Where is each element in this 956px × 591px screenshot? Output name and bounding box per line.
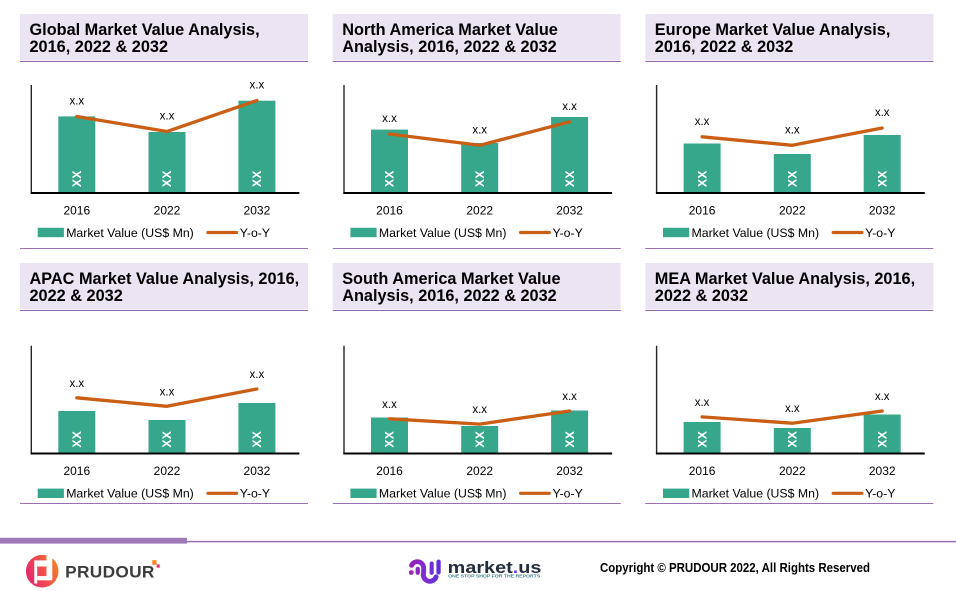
svg-text:x.x: x.x — [472, 404, 487, 416]
svg-text:2016: 2016 — [63, 204, 90, 218]
svg-text:2032: 2032 — [244, 204, 271, 218]
svg-text:2016: 2016 — [376, 204, 403, 218]
svg-text:XX: XX — [563, 170, 577, 187]
svg-text:PRUDOUR: PRUDOUR — [65, 562, 155, 581]
svg-text:x.x: x.x — [250, 80, 265, 92]
svg-text:2016, 2022 & 2032: 2016, 2022 & 2032 — [30, 38, 169, 56]
svg-text:XX: XX — [875, 430, 889, 447]
svg-text:2032: 2032 — [556, 204, 583, 218]
svg-text:XX: XX — [695, 430, 709, 447]
svg-text:Global Market Value Analysis,: Global Market Value Analysis, — [30, 21, 260, 39]
svg-text:Y-o-Y: Y-o-Y — [240, 487, 270, 501]
svg-text:2022: 2022 — [779, 464, 806, 478]
svg-text:2022 & 2032: 2022 & 2032 — [655, 287, 748, 305]
svg-text:2032: 2032 — [556, 464, 583, 478]
svg-text:South America Market Value: South America Market Value — [342, 270, 560, 288]
svg-text:XX: XX — [160, 430, 174, 447]
svg-text:2022: 2022 — [466, 204, 493, 218]
svg-text:x.x: x.x — [160, 111, 175, 123]
svg-text:XX: XX — [786, 430, 800, 447]
svg-text:x.x: x.x — [785, 403, 800, 415]
svg-text:MEA Market Value Analysis, 201: MEA Market Value Analysis, 2016, — [655, 270, 915, 288]
svg-text:2016: 2016 — [689, 464, 716, 478]
svg-text:2032: 2032 — [869, 204, 896, 218]
svg-text:x.x: x.x — [562, 101, 577, 113]
svg-text:2032: 2032 — [244, 464, 271, 478]
svg-text:North America Market Value: North America Market Value — [342, 21, 558, 39]
svg-text:Market Value (US$ Mn): Market Value (US$ Mn) — [692, 487, 820, 501]
svg-text:2022: 2022 — [154, 464, 181, 478]
svg-text:Europe Market Value Analysis,: Europe Market Value Analysis, — [655, 21, 891, 39]
svg-text:Y-o-Y: Y-o-Y — [553, 487, 583, 501]
svg-text:APAC Market Value Analysis, 20: APAC Market Value Analysis, 2016, — [30, 270, 300, 288]
svg-text:x.x: x.x — [472, 124, 487, 136]
svg-text:XX: XX — [160, 170, 174, 187]
svg-text:Market Value (US$ Mn): Market Value (US$ Mn) — [379, 226, 507, 240]
svg-text:x.x: x.x — [562, 391, 577, 403]
svg-text:2032: 2032 — [869, 464, 896, 478]
svg-text:x.x: x.x — [875, 391, 890, 403]
svg-text:XX: XX — [473, 170, 487, 187]
svg-text:XX: XX — [383, 170, 397, 187]
svg-text:Y-o-Y: Y-o-Y — [240, 226, 270, 240]
svg-text:2016: 2016 — [63, 464, 90, 478]
svg-text:x.x: x.x — [875, 107, 890, 119]
svg-text:2022: 2022 — [779, 204, 806, 218]
svg-text:Market Value (US$ Mn): Market Value (US$ Mn) — [66, 487, 194, 501]
svg-text:XX: XX — [563, 430, 577, 447]
svg-text:Analysis, 2016, 2022 & 2032: Analysis, 2016, 2022 & 2032 — [342, 38, 557, 56]
svg-text:2022: 2022 — [154, 204, 181, 218]
svg-text:x.x: x.x — [160, 386, 175, 398]
svg-text:x.x: x.x — [785, 124, 800, 136]
svg-text:Y-o-Y: Y-o-Y — [865, 226, 895, 240]
svg-text:x.x: x.x — [695, 116, 710, 128]
svg-text:Market Value (US$ Mn): Market Value (US$ Mn) — [692, 226, 820, 240]
svg-text:XX: XX — [875, 170, 889, 187]
svg-text:Analysis, 2016, 2022 & 2032: Analysis, 2016, 2022 & 2032 — [342, 287, 557, 305]
svg-text:Y-o-Y: Y-o-Y — [865, 487, 895, 501]
svg-text:Market Value (US$ Mn): Market Value (US$ Mn) — [379, 487, 507, 501]
svg-text:2016: 2016 — [689, 204, 716, 218]
svg-text:market.us: market .us — [448, 558, 542, 577]
svg-text:x.x: x.x — [69, 96, 84, 108]
svg-text:ONE STOP SHOP FOR THE REPORTS: ONE STOP SHOP FOR THE REPORTS — [448, 574, 540, 579]
svg-text:Copyright © PRUDOUR 2022, All: Copyright © PRUDOUR 2022, All Rights Res… — [600, 560, 870, 575]
svg-text:XX: XX — [473, 430, 487, 447]
svg-text:Y-o-Y: Y-o-Y — [553, 226, 583, 240]
svg-text:x.x: x.x — [69, 378, 84, 390]
svg-text:x.x: x.x — [250, 369, 265, 381]
svg-text:Market Value (US$ Mn): Market Value (US$ Mn) — [66, 226, 194, 240]
svg-text:XX: XX — [250, 170, 264, 187]
svg-text:2016, 2022 & 2032: 2016, 2022 & 2032 — [655, 38, 794, 56]
svg-text:XX: XX — [383, 430, 397, 447]
svg-text:XX: XX — [250, 430, 264, 447]
svg-text:x.x: x.x — [382, 399, 397, 411]
svg-text:2016: 2016 — [376, 464, 403, 478]
svg-text:2022 & 2032: 2022 & 2032 — [30, 287, 123, 305]
svg-text:x.x: x.x — [695, 397, 710, 409]
svg-text:XX: XX — [695, 170, 709, 187]
svg-text:x.x: x.x — [382, 113, 397, 125]
svg-text:XX: XX — [786, 170, 800, 187]
svg-text:2022: 2022 — [466, 464, 493, 478]
svg-text:XX: XX — [70, 430, 84, 447]
svg-text:XX: XX — [70, 170, 84, 187]
